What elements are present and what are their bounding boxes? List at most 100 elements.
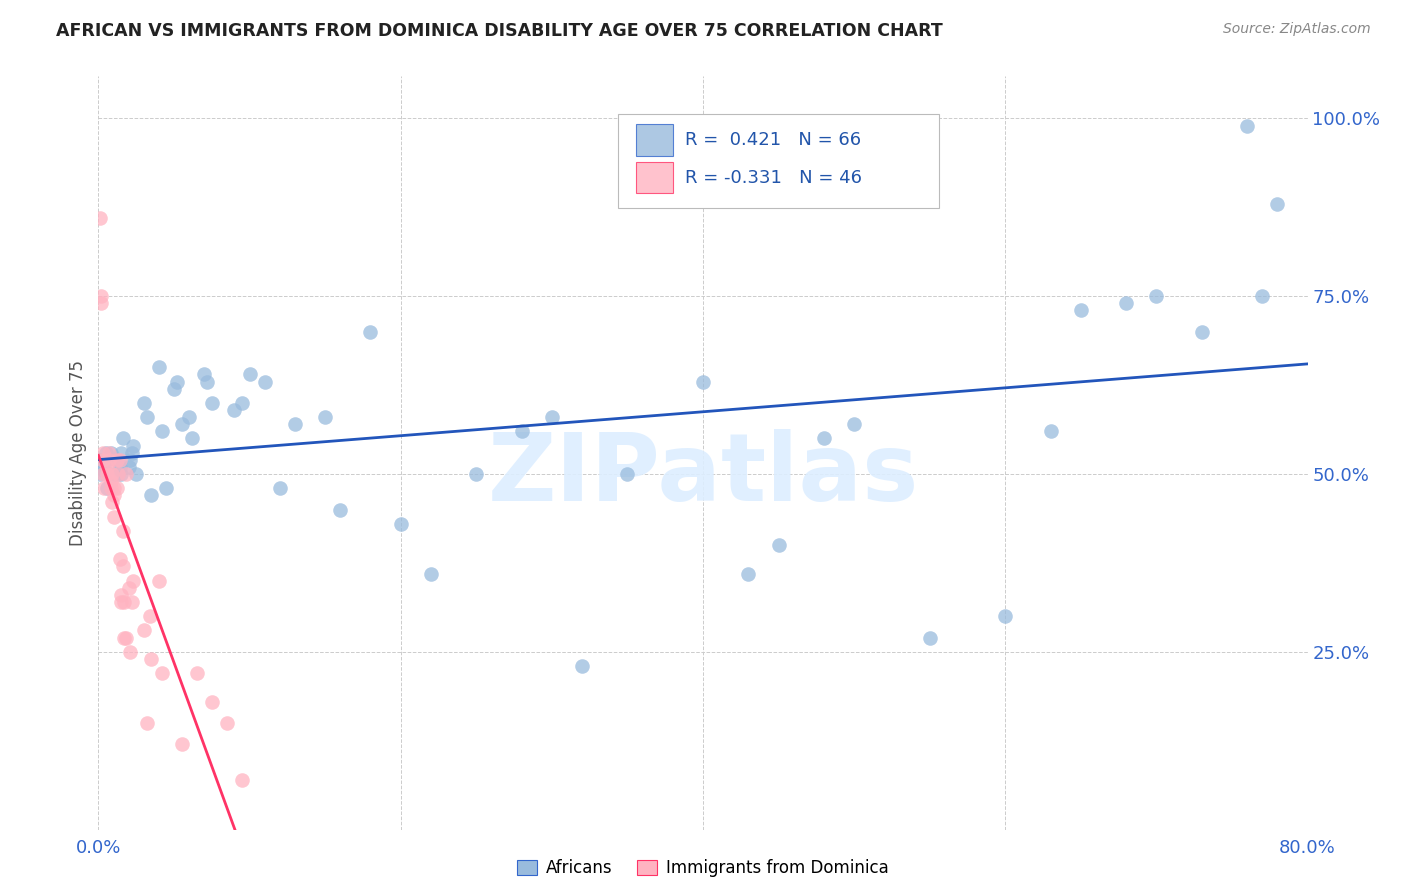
Point [111, 432, 134, 446]
Point [540, 410, 562, 425]
Point [737, 566, 759, 581]
Point [100, 446, 122, 460]
Point [103, 467, 125, 481]
Point [121, 446, 143, 460]
Point [96, 467, 118, 481]
Point [141, 488, 163, 502]
Point [111, 524, 134, 538]
FancyBboxPatch shape [619, 113, 939, 208]
Point [94, 452, 117, 467]
Point [148, 360, 170, 375]
Point [107, 467, 129, 481]
Point [1039, 425, 1062, 439]
Point [105, 481, 128, 495]
Text: AFRICAN VS IMMIGRANTS FROM DOMINICA DISABILITY AGE OVER 75 CORRELATION CHART: AFRICAN VS IMMIGRANTS FROM DOMINICA DISA… [56, 22, 943, 40]
Point [96, 459, 118, 474]
Point [96, 481, 118, 495]
Point [329, 502, 352, 516]
Point [193, 368, 215, 382]
Point [103, 481, 125, 495]
Point [89, 467, 111, 481]
Point [103, 509, 125, 524]
Point [101, 495, 124, 509]
Point [91, 463, 114, 477]
Point [100, 481, 122, 495]
Point [389, 516, 412, 531]
Point [93, 481, 115, 495]
Point [91, 467, 114, 481]
Point [110, 595, 132, 609]
Point [111, 559, 134, 574]
Point [89, 452, 111, 467]
Legend: Africans, Immigrants from Dominica: Africans, Immigrants from Dominica [510, 853, 896, 884]
Point [122, 574, 145, 588]
Point [89, 211, 111, 225]
Point [98, 467, 121, 481]
Point [692, 375, 714, 389]
Point [121, 595, 143, 609]
Point [224, 403, 246, 417]
Point [181, 432, 204, 446]
Point [93, 459, 115, 474]
Point [139, 609, 162, 624]
Point [994, 609, 1017, 624]
Point [768, 538, 790, 552]
Point [120, 452, 142, 467]
FancyBboxPatch shape [637, 124, 672, 156]
Point [166, 375, 188, 389]
Point [148, 574, 170, 588]
Point [91, 452, 114, 467]
Point [571, 659, 593, 673]
Point [105, 452, 128, 467]
Point [114, 467, 136, 481]
Point [465, 467, 488, 481]
Point [215, 715, 238, 730]
Point [1115, 296, 1137, 310]
Point [201, 695, 224, 709]
Point [1267, 196, 1289, 211]
Point [141, 652, 163, 666]
Point [510, 425, 533, 439]
Point [1144, 289, 1167, 303]
Point [360, 325, 382, 339]
Point [239, 368, 262, 382]
Point [420, 566, 443, 581]
Text: R =  0.421   N = 66: R = 0.421 N = 66 [685, 131, 860, 149]
Point [90, 296, 112, 310]
Point [231, 772, 253, 787]
Point [616, 467, 638, 481]
Point [91, 446, 114, 460]
Point [125, 467, 148, 481]
Point [150, 425, 173, 439]
Point [110, 467, 132, 481]
Point [186, 666, 208, 681]
Point [122, 439, 145, 453]
Point [231, 396, 253, 410]
Point [112, 631, 135, 645]
Point [1236, 119, 1258, 133]
Text: Source: ZipAtlas.com: Source: ZipAtlas.com [1223, 22, 1371, 37]
Point [1251, 289, 1274, 303]
Point [284, 417, 307, 432]
Point [103, 488, 125, 502]
Point [918, 631, 941, 645]
Point [179, 410, 201, 425]
Point [132, 624, 155, 638]
Point [101, 467, 124, 481]
Point [98, 446, 121, 460]
Point [195, 375, 218, 389]
Point [201, 396, 224, 410]
Point [118, 459, 141, 474]
Point [269, 481, 291, 495]
Text: R = -0.331   N = 46: R = -0.331 N = 46 [685, 169, 862, 186]
Point [118, 581, 141, 595]
Point [107, 467, 129, 481]
Point [813, 432, 835, 446]
Point [170, 417, 193, 432]
Point [170, 737, 193, 751]
Point [114, 631, 136, 645]
Point [108, 459, 131, 474]
Point [314, 410, 336, 425]
Point [150, 666, 173, 681]
Point [100, 474, 122, 488]
